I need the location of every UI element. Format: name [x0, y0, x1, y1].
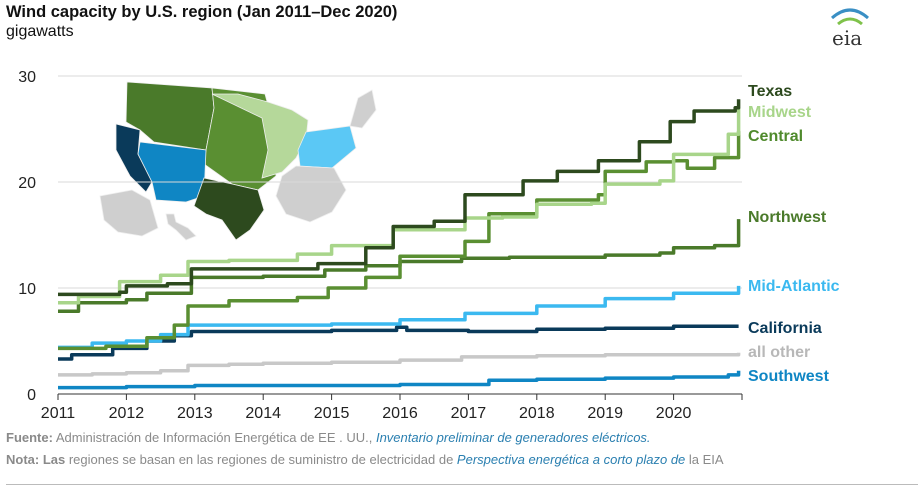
series-label-mid-atlantic: Mid-Atlantic [748, 278, 840, 295]
source-text: Administración de Información Energética… [52, 430, 376, 445]
map-hawaii [165, 213, 197, 241]
x-tick-2014: 2014 [245, 405, 281, 422]
series-label-central: Central [748, 128, 803, 145]
series-line-southwest [58, 370, 741, 390]
x-tick-2015: 2015 [314, 405, 350, 422]
series-line-mid-atlantic [58, 285, 741, 350]
series-label-texas: Texas [748, 83, 792, 100]
region-note: Nota: Las regiones se basan en las regio… [6, 452, 724, 467]
eia-logo-text: eia [832, 26, 863, 50]
y-tick-10: 10 [18, 281, 36, 298]
x-tick-2020: 2020 [656, 405, 692, 422]
series-line-midwest [58, 107, 741, 305]
line-chart: 0 10 20 30 2011 2012 2013 2014 2015 2016 2017 2018 2… [18, 69, 840, 422]
series-line-texas [58, 99, 741, 297]
x-tick-2013: 2013 [177, 405, 213, 422]
note-tail: la EIA [685, 452, 724, 467]
map-california [115, 123, 153, 193]
series-line-all-other [58, 352, 741, 377]
source-note: Fuente: Administración de Información En… [6, 430, 651, 445]
x-tick-2019: 2019 [587, 405, 623, 422]
x-tick-2017: 2017 [451, 405, 487, 422]
y-tick-20: 20 [18, 175, 36, 192]
y-tick-30: 30 [18, 69, 36, 86]
eia-logo-icon [831, 8, 869, 26]
series-label-southwest: Southwest [748, 368, 830, 385]
bottom-divider [6, 484, 918, 485]
note-text: regiones se basan en las regiones de sum… [65, 452, 457, 467]
x-tick-2018: 2018 [519, 405, 555, 422]
grid-lines [58, 75, 742, 289]
map-mid-atlantic [297, 125, 357, 169]
y-tick-0: 0 [27, 387, 36, 404]
x-tick-2016: 2016 [382, 405, 418, 422]
series-label-midwest: Midwest [748, 104, 812, 121]
series-line-california [58, 324, 739, 361]
map-alaska [99, 189, 159, 237]
series-labels: all other Southwest California Mid-Atlantic… [748, 83, 840, 385]
series-label-northwest: Northwest [748, 209, 827, 226]
map-texas [193, 177, 265, 241]
source-link[interactable]: Inventario preliminar de generadores elé… [375, 430, 651, 445]
series-lines [58, 99, 741, 390]
x-tick-2011: 2011 [41, 405, 76, 422]
map-new-england [349, 89, 377, 129]
chart-title: Wind capacity by U.S. region (Jan 2011–D… [6, 3, 398, 21]
note-label: Nota: Las [6, 452, 66, 467]
map-southwest [137, 141, 207, 203]
us-region-map [99, 81, 377, 241]
y-axis-unit-label: gigawatts [6, 23, 74, 40]
series-label-california: California [748, 320, 822, 337]
note-link[interactable]: Perspectiva energética a corto plazo de [456, 452, 686, 467]
axes: 0 10 20 30 2011 2012 2013 2014 2015 2016 2017 2018 2… [18, 69, 743, 422]
series-label-all-other: all other [748, 344, 810, 361]
x-tick-2012: 2012 [109, 405, 145, 422]
map-other-east [275, 165, 347, 223]
source-label: Fuente: [6, 430, 53, 445]
